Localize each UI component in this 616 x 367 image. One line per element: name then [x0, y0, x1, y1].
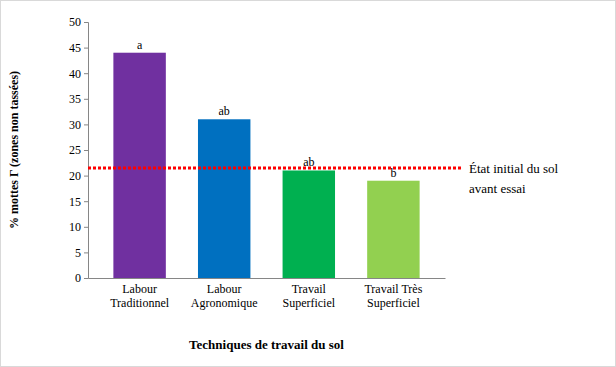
bar: [113, 53, 165, 278]
y-tick-mark: [84, 99, 88, 100]
y-tick-mark: [84, 124, 88, 125]
y-tick: 20: [69, 169, 88, 183]
y-axis-title: % mottes Γ (zones non tassées): [7, 71, 21, 229]
y-tick-label: 20: [69, 169, 81, 183]
y-tick: 0: [75, 271, 88, 285]
bar: [198, 119, 250, 278]
chart: 05101520253035404550LabourTraditionnelLa…: [0, 0, 616, 367]
reference-line: [88, 166, 462, 169]
x-tick: TravailSuperficiel: [282, 278, 335, 310]
x-tick-label: TravailSuperficiel: [282, 282, 335, 310]
y-tick-mark: [84, 22, 88, 23]
y-tick-mark: [84, 201, 88, 202]
y-tick-label: 30: [69, 118, 81, 132]
y-tick-label: 15: [69, 195, 81, 209]
annotation: ab: [219, 104, 230, 118]
y-tick-label: 40: [69, 67, 81, 81]
chart-frame: [1, 1, 616, 367]
plot: 05101520253035404550LabourTraditionnelLa…: [69, 15, 559, 310]
x-tick: LabourTraditionnel: [110, 278, 170, 310]
y-tick-label: 5: [75, 246, 81, 260]
y-tick-label: 25: [69, 143, 81, 157]
y-tick: 45: [69, 41, 88, 55]
y-tick: 10: [69, 220, 88, 234]
y-tick-label: 45: [69, 41, 81, 55]
y-tick-mark: [84, 227, 88, 228]
bar: [283, 170, 335, 278]
x-axis-line: [89, 278, 446, 279]
y-axis: 0 5 10 15 20 25 30 35 40 45 50: [69, 15, 89, 285]
y-tick-label: 50: [69, 15, 81, 29]
y-tick: 25: [69, 143, 88, 157]
y-tick: 40: [69, 67, 88, 81]
y-tick: 15: [69, 195, 88, 209]
y-axis-line: [84, 23, 89, 279]
x-tick: Travail TrèsSuperficiel: [364, 278, 422, 310]
annotation: a: [137, 38, 143, 52]
y-tick-label: 0: [75, 271, 81, 285]
reference-label: État initial du sol: [469, 161, 559, 176]
bar: [367, 181, 419, 278]
x-tick-label: Travail TrèsSuperficiel: [364, 282, 422, 310]
x-axis: LabourTraditionnel LabourAgronomique Trava…: [89, 278, 446, 310]
y-tick-label: 35: [69, 92, 81, 106]
y-tick-mark: [84, 252, 88, 253]
annotations: aababb: [137, 38, 396, 180]
x-tick-label: LabourTraditionnel: [110, 282, 170, 310]
y-tick-mark: [84, 48, 88, 49]
y-tick-mark: [84, 73, 88, 74]
reference-label: avant essai: [469, 181, 526, 196]
x-axis-title: Techniques de travail du sol: [189, 337, 344, 352]
x-tick-label: LabourAgronomique: [191, 282, 258, 310]
y-tick-label: 10: [69, 220, 81, 234]
bars: [113, 53, 419, 278]
y-tick: 50: [69, 15, 88, 29]
y-tick-mark: [84, 278, 88, 279]
y-tick: 5: [75, 246, 88, 260]
y-tick: 30: [69, 118, 88, 132]
y-tick-mark: [84, 176, 88, 177]
x-tick: LabourAgronomique: [191, 278, 258, 310]
y-tick-mark: [84, 150, 88, 151]
y-tick: 35: [69, 92, 88, 106]
